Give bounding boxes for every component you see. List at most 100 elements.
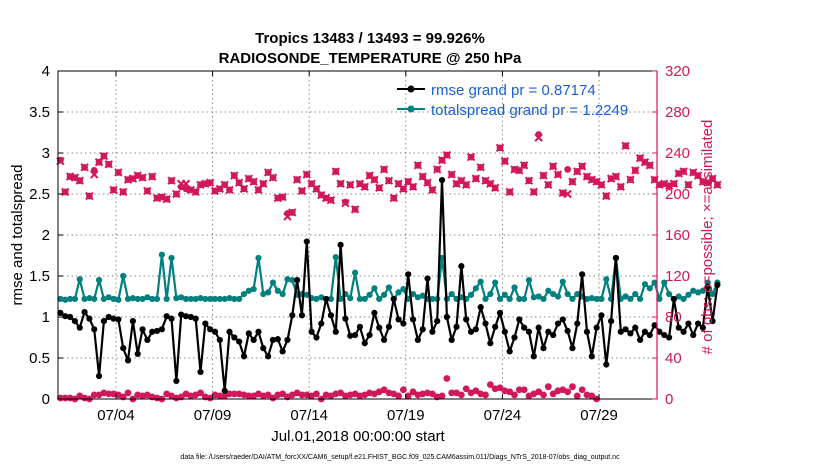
rmse-point [458, 263, 465, 270]
obs-assimilated-mark-b [350, 205, 360, 214]
obs-assimilated-point [225, 185, 234, 195]
rmse-point [535, 324, 542, 331]
obs-assimilated-point [713, 180, 722, 189]
obs-assimilated-mark-b [442, 150, 452, 160]
spread-point [709, 290, 716, 298]
rmse-point [429, 328, 436, 335]
spread-point [62, 296, 69, 303]
rmse-point [313, 334, 320, 341]
spread-point [376, 295, 383, 303]
rmse-point [221, 387, 228, 394]
spread-point [327, 295, 335, 303]
spread-point [511, 284, 518, 291]
spread-point [173, 295, 180, 302]
obs-assimilated-point [104, 160, 113, 169]
obs-assimilated-mark-b [621, 141, 630, 151]
rmse-point [173, 377, 180, 385]
spread-point [144, 294, 151, 301]
obs-assimilated-mark-b [592, 177, 601, 186]
obs-assimilated-point [660, 179, 669, 188]
rmse-point [540, 345, 547, 352]
obs-possible-low-point [245, 392, 253, 400]
spread-point [550, 290, 557, 298]
obs-assimilated-mark-b [317, 190, 326, 200]
y-left-tick-label: 2.5 [29, 186, 50, 203]
obs-assimilated-mark-b [138, 173, 147, 182]
rmse-point [337, 241, 344, 248]
y-right-tick-label: 0 [665, 391, 673, 408]
obs-assimilated-point [191, 187, 200, 197]
rmse-point [583, 328, 591, 335]
spread-point [690, 287, 697, 294]
obs-assimilated-point [259, 179, 268, 188]
rmse-point [168, 315, 175, 322]
rmse-point [665, 334, 673, 341]
obs-assimilated-point [90, 170, 99, 179]
rmse-point [530, 353, 537, 360]
rmse-point [289, 312, 296, 319]
obs-assimilated-mark-b [582, 172, 592, 181]
obs-assimilated-mark-b [70, 173, 80, 182]
rmse-point [380, 336, 388, 344]
rmse-point [303, 238, 310, 245]
rmse-point [685, 320, 692, 327]
obs-assimilated-mark-b [157, 192, 167, 202]
spread-point [472, 285, 479, 292]
spread-point [477, 278, 484, 285]
spread-point [467, 291, 475, 298]
spread-point [236, 295, 243, 303]
obs-assimilated-point [490, 183, 500, 193]
obs-assimilated-point [539, 171, 548, 180]
obs-possible-low-point [544, 383, 552, 391]
obs-assimilated-mark-b [626, 175, 635, 184]
obs-assimilated-mark-b [399, 184, 408, 194]
rmse-point [492, 323, 499, 330]
obs-possible-low-point [496, 384, 504, 392]
obs-assimilated-mark-b [191, 187, 200, 197]
obs-possible-low-point [226, 390, 233, 398]
spread-point [153, 295, 161, 303]
obs-assimilated-mark-b [461, 180, 471, 189]
spread-point [168, 254, 175, 262]
obs-possible-low-point [90, 391, 98, 399]
obs-assimilated-mark-b [220, 180, 229, 189]
obs-assimilated-point [128, 174, 138, 183]
obs-assimilated-mark-b [684, 180, 693, 189]
obs-assimilated-point [534, 133, 543, 142]
spread-point [284, 276, 291, 283]
obs-assimilated-mark-b [408, 182, 418, 192]
obs-assimilated-point [524, 176, 534, 185]
x-tick-label: 07/09 [194, 407, 232, 424]
obs-assimilated-point [147, 172, 157, 181]
obs-assimilated-mark-b [99, 151, 109, 161]
rmse-point [187, 313, 194, 321]
rmse-point [467, 328, 475, 335]
obs-assimilated-mark-b [147, 172, 157, 181]
spread-point [207, 295, 214, 303]
rmse-point [226, 328, 233, 335]
spread-point [429, 295, 436, 303]
y-left-tick-label: 0 [42, 391, 50, 408]
spread-point [487, 290, 494, 298]
obs-assimilated-point [370, 175, 379, 184]
obs-assimilated-point [331, 167, 340, 176]
obs-assimilated-point [162, 194, 171, 204]
rmse-point [178, 311, 185, 318]
obs-possible-low-point [313, 390, 320, 398]
rmse-point [120, 345, 127, 352]
rmse-point [342, 315, 349, 322]
rmse-point [506, 348, 513, 355]
obs-assimilated-point [626, 175, 635, 184]
obs-assimilated-point [602, 191, 611, 201]
rmse-point [482, 320, 489, 327]
obs-assimilated-mark-b [114, 168, 123, 177]
rmse-point [400, 320, 407, 327]
obs-assimilated-point [640, 158, 650, 167]
spread-point [255, 254, 262, 262]
rmse-point [501, 328, 508, 335]
obs-assimilated-mark-b [263, 168, 273, 177]
legend-label-spread: totalspread grand pr = 1.2249 [431, 102, 628, 119]
obs-assimilated-mark-b [181, 179, 191, 188]
obs-assimilated-mark-b [713, 180, 722, 189]
